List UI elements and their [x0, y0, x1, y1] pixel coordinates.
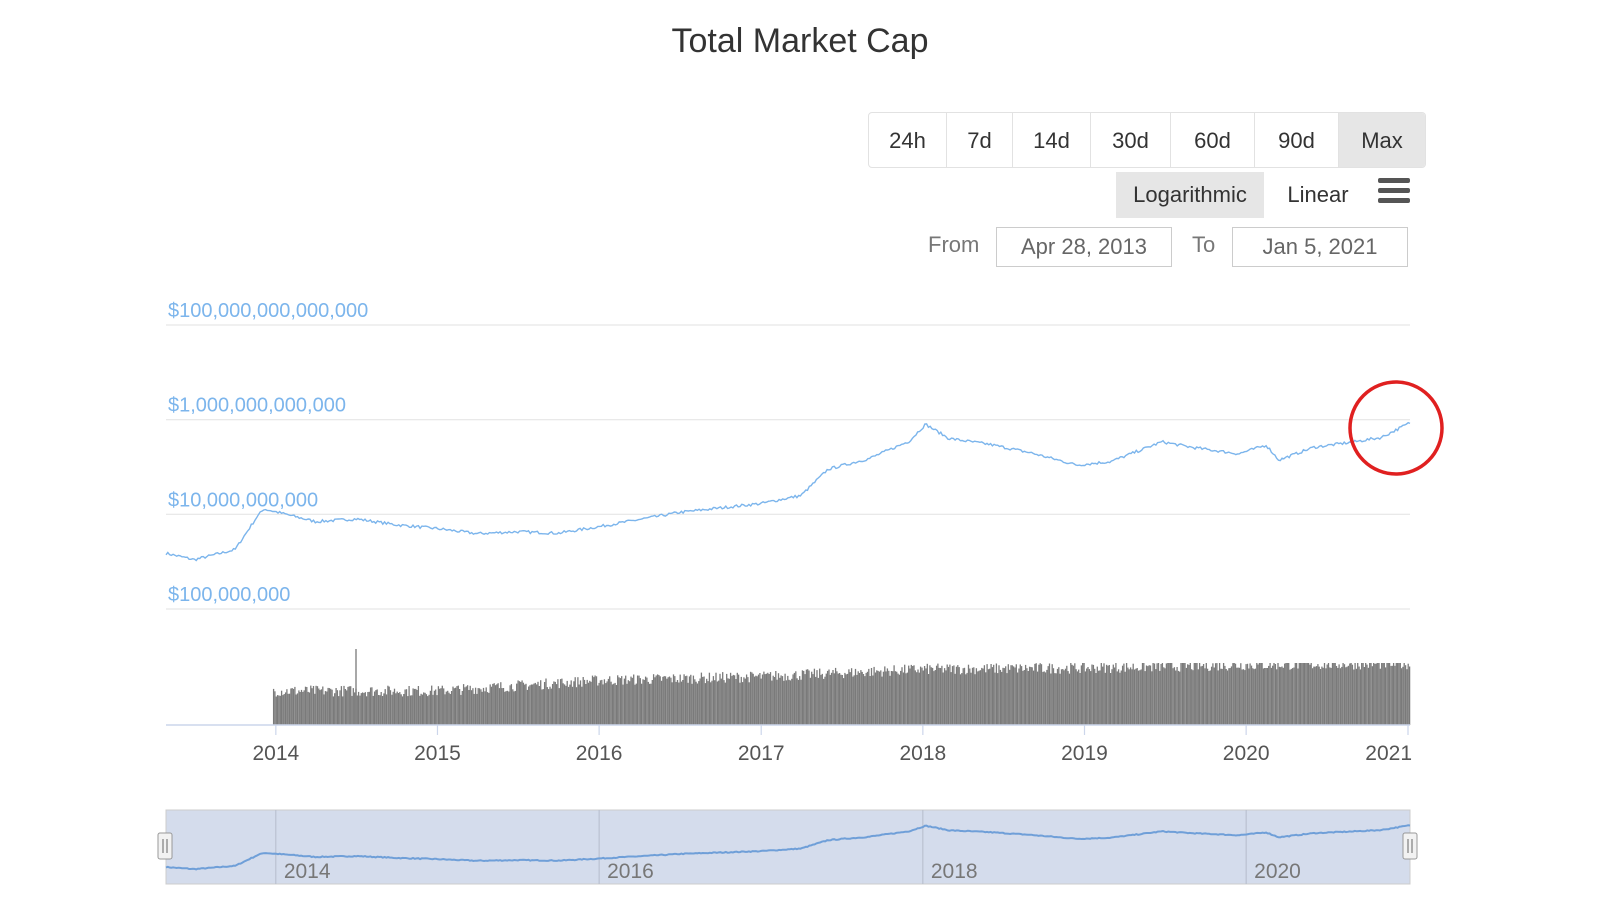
grid-lines — [166, 324, 1410, 610]
volume-bars — [272, 649, 1411, 725]
navigator-series-line — [165, 824, 1411, 871]
x-axis-label: 2017 — [738, 742, 785, 765]
navigator-axis-label: 2020 — [1254, 860, 1301, 883]
x-axis-label: 2018 — [899, 742, 946, 765]
highlight-circle-annotation — [1348, 380, 1444, 476]
y-axis-label: $1,000,000,000,000 — [168, 395, 346, 417]
logarithmic-scale-button[interactable]: Logarithmic — [1116, 172, 1264, 218]
range-button-60d[interactable]: 60d — [1171, 113, 1255, 167]
to-label: To — [1192, 232, 1216, 257]
to-date-input[interactable]: Jan 5, 2021 — [1232, 227, 1408, 267]
range-button-90d[interactable]: 90d — [1255, 113, 1339, 167]
navigator-axis-label: 2014 — [284, 860, 331, 883]
from-label: From — [928, 232, 980, 257]
range-button-30d[interactable]: 30d — [1091, 113, 1171, 167]
range-button-7d[interactable]: 7d — [947, 113, 1013, 167]
x-axis-label: 2021 — [1365, 742, 1412, 765]
x-axis-label: 2019 — [1061, 742, 1108, 765]
range-selector: 24h 7d 14d 30d 60d 90d Max — [868, 112, 1426, 168]
navigator[interactable]: 2014 2016 2018 2020 — [157, 809, 1418, 885]
navigator-left-handle[interactable] — [157, 832, 173, 860]
chart-title: Total Market Cap — [671, 22, 929, 60]
range-button-max[interactable]: Max — [1339, 113, 1425, 167]
y-axis-label: $10,000,000,000 — [168, 489, 318, 511]
navigator-grid-lines — [275, 810, 1247, 884]
navigator-axis-labels: 2014 2016 2018 2020 — [284, 860, 1301, 883]
market-cap-series-line — [165, 421, 1411, 562]
x-axis-label: 2014 — [252, 742, 299, 765]
hamburger-menu-icon[interactable] — [1378, 178, 1410, 204]
x-axis-label: 2015 — [414, 742, 461, 765]
y-axis-label: $100,000,000 — [168, 584, 290, 606]
y-axis-label: $100,000,000,000,000 — [168, 300, 368, 322]
navigator-axis-label: 2016 — [607, 860, 654, 883]
navigator-right-handle[interactable] — [1402, 832, 1418, 860]
x-axis-label: 2016 — [576, 742, 623, 765]
x-axis-labels: 2014 2015 2016 2017 2018 2019 2020 2021 — [252, 742, 1412, 765]
y-axis-labels: $100,000,000,000,000 $1,000,000,000,000 $1… — [168, 300, 368, 606]
range-button-24h[interactable]: 24h — [869, 113, 947, 167]
from-date-input[interactable]: Apr 28, 2013 — [996, 227, 1172, 267]
linear-scale-button[interactable]: Linear — [1287, 182, 1349, 207]
navigator-selected-range[interactable] — [165, 809, 1411, 885]
x-axis-ticks — [275, 725, 1409, 735]
x-axis-label: 2020 — [1223, 742, 1270, 765]
navigator-axis-label: 2018 — [931, 860, 978, 883]
range-button-14d[interactable]: 14d — [1013, 113, 1091, 167]
